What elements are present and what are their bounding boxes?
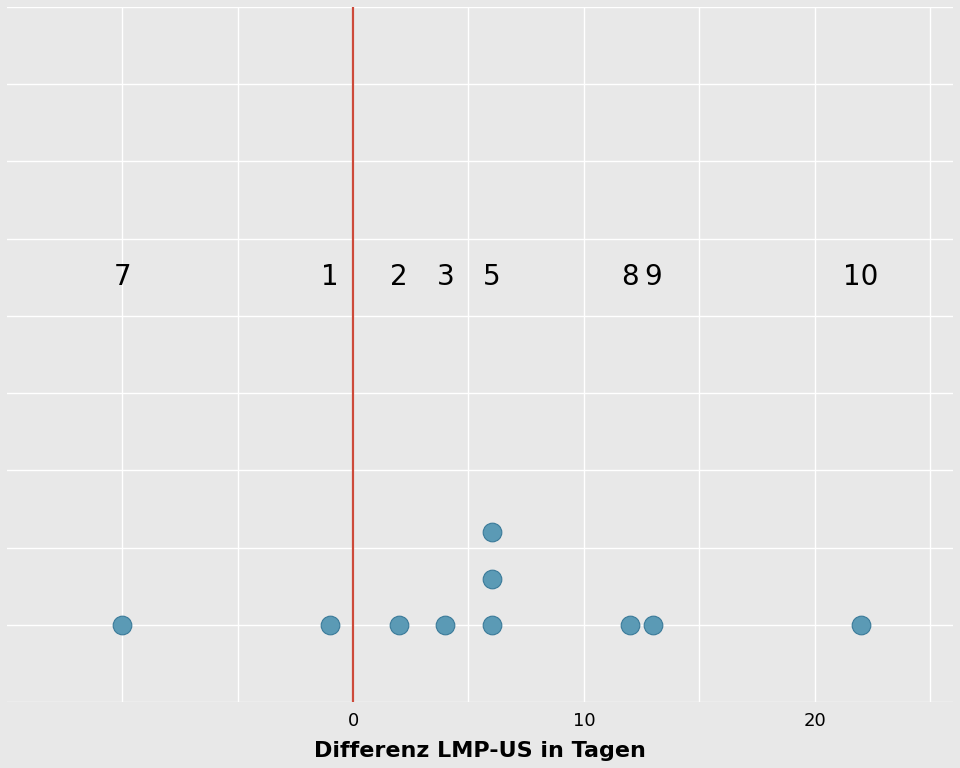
Point [622, 619, 637, 631]
Point [484, 619, 499, 631]
Point [853, 619, 869, 631]
Point [438, 619, 453, 631]
Text: 1: 1 [322, 263, 339, 291]
Point [645, 619, 660, 631]
Point [323, 619, 338, 631]
Text: 7: 7 [113, 263, 132, 291]
Point [392, 619, 407, 631]
Point [114, 619, 130, 631]
X-axis label: Differenz LMP-US in Tagen: Differenz LMP-US in Tagen [314, 741, 646, 761]
Text: 2: 2 [391, 263, 408, 291]
Point [484, 572, 499, 584]
Point [484, 526, 499, 538]
Text: 9: 9 [644, 263, 662, 291]
Text: 8: 8 [621, 263, 638, 291]
Text: 3: 3 [437, 263, 454, 291]
Text: 5: 5 [483, 263, 500, 291]
Text: 10: 10 [843, 263, 878, 291]
